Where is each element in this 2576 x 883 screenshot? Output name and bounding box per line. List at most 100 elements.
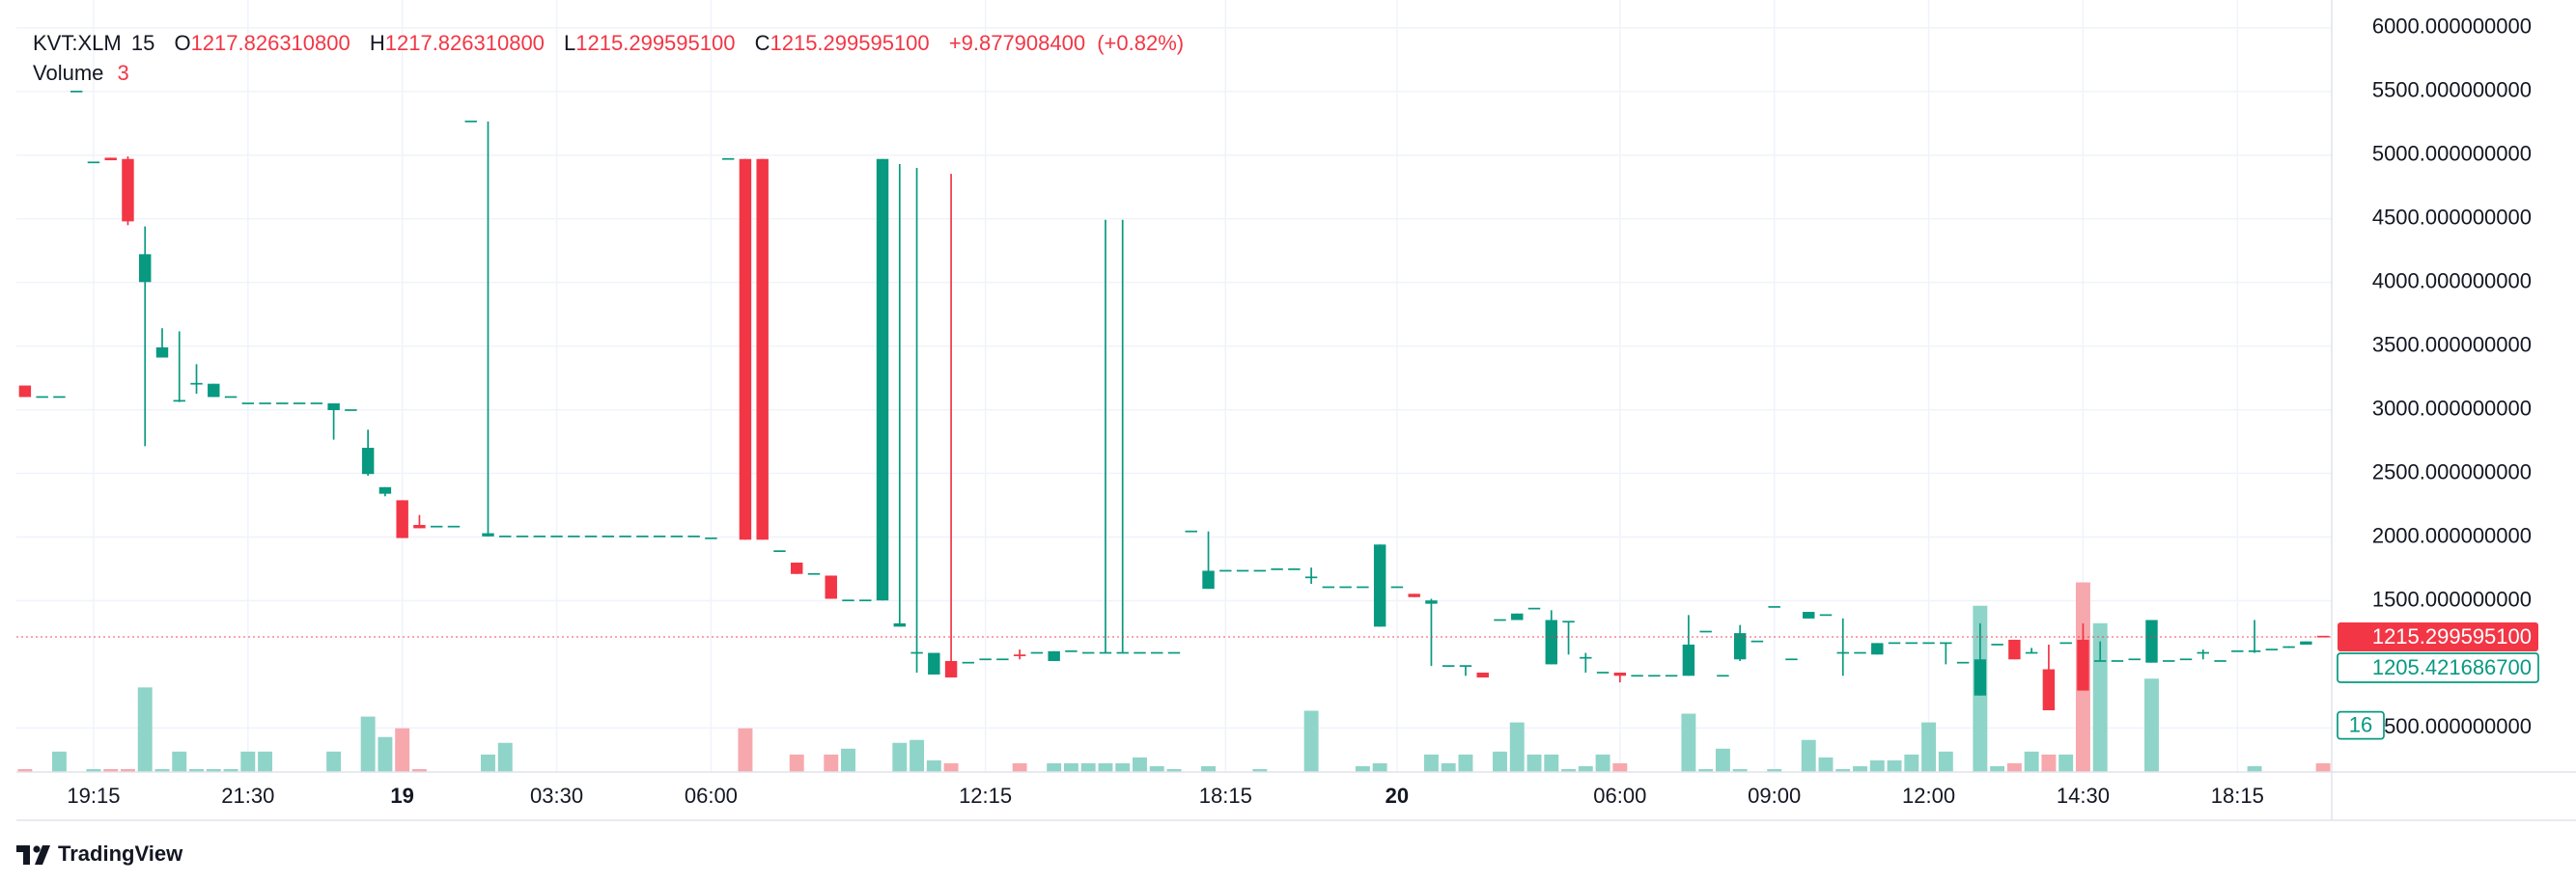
candle-body: [447, 525, 461, 528]
candle-body: [1631, 675, 1643, 677]
candle-body: [2179, 658, 2193, 661]
candle-body: [2111, 660, 2124, 662]
candle-body: [1596, 672, 1610, 674]
candle-body: [224, 396, 238, 399]
volume-bar: [1561, 768, 1577, 772]
candle-body: [1545, 620, 1558, 665]
volume-bar: [326, 751, 342, 772]
candle-body: [653, 535, 666, 538]
y-tick-label: 6000.000000000: [2372, 14, 2532, 39]
last-price-tag: [2338, 622, 2538, 652]
volume-bar: [1767, 768, 1782, 772]
candle-layer: [18, 90, 2330, 711]
candle-body: [825, 575, 837, 599]
y-tick-label: 2000.000000000: [2372, 523, 2532, 547]
candle-body: [876, 158, 889, 601]
candle-body: [1408, 593, 1420, 597]
candle-body: [550, 535, 563, 538]
last-price-label: 1215.299595100: [2372, 624, 2532, 648]
legend-low: 1215.299595100: [575, 31, 735, 55]
candle-body: [1511, 613, 1524, 621]
legend-volume-line: Volume 3: [33, 61, 129, 85]
candle-body: [979, 658, 992, 661]
volume-bar: [1732, 768, 1748, 772]
legend-open: 1217.826310800: [191, 31, 350, 55]
volume-bar: [1166, 768, 1182, 772]
candle-body: [2300, 641, 2312, 645]
y-tick-label: 4500.000000000: [2372, 206, 2532, 230]
candle-body: [1219, 569, 1232, 572]
candle-body: [928, 652, 940, 675]
volume-bar: [1355, 765, 1370, 772]
candle-body: [1390, 586, 1404, 589]
candle-body: [1167, 651, 1181, 654]
candle-body: [2008, 639, 2021, 660]
x-tick-label: 18:15: [1199, 784, 1252, 808]
volume-bar: [926, 759, 941, 772]
candle-body: [1185, 530, 1197, 533]
candle-body: [756, 158, 769, 540]
volume-bar: [1612, 762, 1628, 772]
brand-icon: [16, 845, 50, 865]
candle-body: [1013, 654, 1026, 656]
candle-body: [1819, 614, 1833, 617]
volume-bar: [1595, 754, 1610, 772]
candle-body: [327, 402, 340, 410]
candle-body: [310, 402, 323, 404]
candle-body: [1854, 651, 1866, 654]
volume-bar: [1698, 768, 1714, 772]
candle-body: [139, 254, 152, 283]
candle-body: [2025, 651, 2038, 654]
candle-body: [721, 157, 735, 160]
candle-body: [1425, 600, 1438, 604]
candle-body: [1116, 651, 1129, 654]
candle-body: [173, 400, 185, 402]
candle-body: [1459, 665, 1472, 667]
candle-body: [1991, 644, 2003, 646]
y-tick-label: 4000.000000000: [2372, 268, 2532, 292]
candle-body: [1803, 612, 1815, 619]
volume-bar: [1921, 722, 1937, 772]
volume-tag: [2337, 710, 2385, 740]
candle-body: [1785, 658, 1798, 661]
volume-bar: [1938, 751, 1953, 772]
volume-bar: [189, 768, 204, 772]
volume-bar: [1526, 754, 1542, 772]
legend-high-label: H: [370, 31, 385, 55]
candle-body: [1562, 621, 1575, 623]
legend-line: KVT:XLM 15 O1217.826310800 H1217.8263108…: [33, 31, 1184, 55]
candle-body: [241, 402, 255, 404]
candle-body: [996, 658, 1009, 661]
candle-body: [2042, 669, 2056, 711]
candle-body: [1888, 642, 1901, 645]
candle-body: [962, 661, 975, 664]
volume-bar: [1080, 762, 1096, 772]
volume-bar: [1715, 748, 1730, 772]
candle-body: [1956, 661, 1970, 664]
candle-body: [1717, 675, 1729, 677]
volume-bar: [2144, 678, 2159, 772]
volume-bar: [137, 687, 153, 772]
volume-bar: [1853, 765, 1867, 772]
candle-body: [87, 161, 100, 164]
candle-body: [1339, 586, 1352, 589]
candle-body: [2145, 620, 2158, 663]
candle-body: [2214, 660, 2226, 662]
candle-body: [2163, 660, 2175, 662]
candle-body: [859, 599, 872, 602]
candle-body: [18, 385, 32, 398]
candle-body: [619, 535, 631, 538]
volume-bar: [1578, 765, 1593, 772]
candle-body: [790, 563, 803, 574]
y-tick-label: 2500.000000000: [2372, 459, 2532, 483]
prev-close-tag: [2337, 652, 2539, 683]
y-tick-label: 5000.000000000: [2372, 142, 2532, 166]
y-tick-label: 1500.000000000: [2372, 587, 2532, 611]
volume-bar: [2315, 762, 2331, 772]
candle-body: [1974, 659, 1987, 696]
volume-bar: [1252, 768, 1268, 772]
candle-body: [276, 402, 289, 404]
candle-body: [2316, 635, 2330, 638]
candle-body: [1476, 672, 1489, 677]
candle-body: [1134, 651, 1146, 654]
